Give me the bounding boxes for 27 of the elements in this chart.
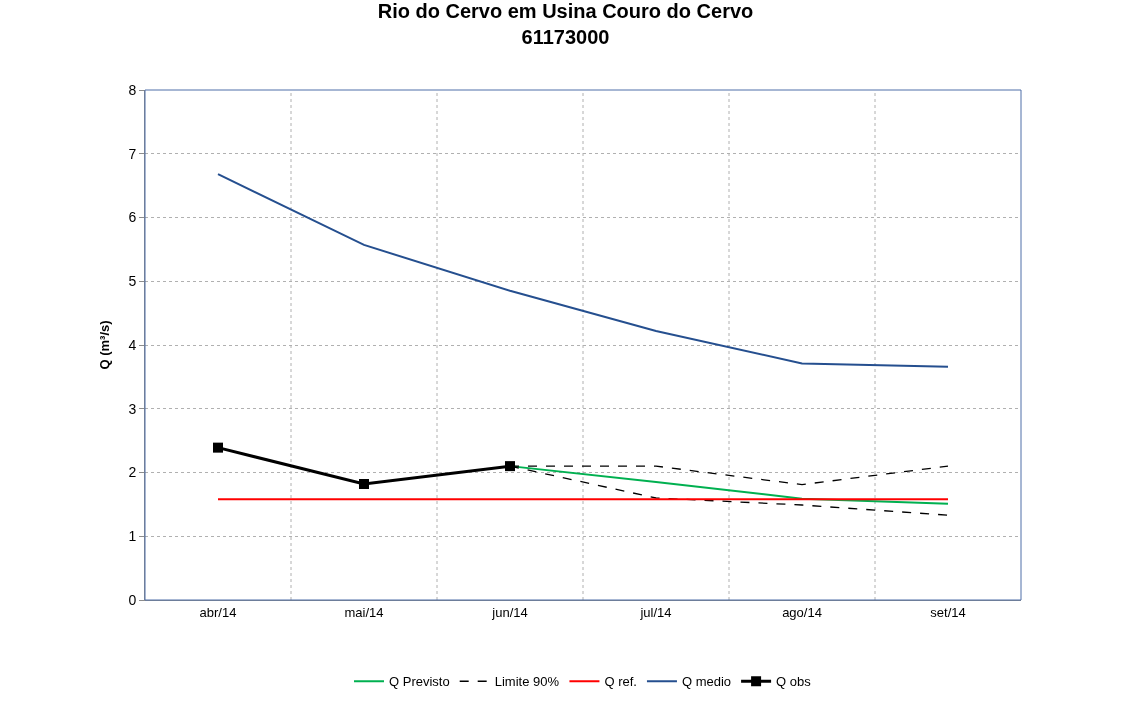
point [213, 442, 223, 453]
x-tick-label: ago/14 [782, 604, 822, 620]
legend-label: Q Previsto [389, 674, 450, 690]
x-tick-label: mai/14 [344, 604, 384, 620]
point [359, 478, 369, 489]
line-series [217, 173, 949, 368]
legend-label: Q ref. [604, 674, 637, 690]
y-tick-label: 5 [128, 273, 137, 290]
y-tick-label: 7 [128, 145, 137, 162]
legend-label: Q medio [681, 674, 732, 690]
x-tick-label: jun/14 [491, 604, 528, 620]
chart-title: Rio do Cervo em Usina Couro do Cervo [377, 0, 754, 22]
y-axis-title: Q (m³/s) [97, 320, 112, 370]
x-tick-label: set/14 [930, 604, 966, 620]
legend-label: Q obs [776, 674, 812, 690]
y-tick-label: 6 [128, 209, 137, 226]
point [505, 461, 515, 472]
x-tick-label: abr/14 [199, 604, 237, 620]
x-tick-label: jul/14 [639, 604, 672, 620]
y-tick-label: 0 [128, 591, 137, 608]
y-tick-label: 2 [128, 464, 137, 481]
y-tick-label: 1 [128, 528, 137, 545]
y-tick-label: 3 [128, 400, 137, 417]
legend-label: Limite 90% [494, 674, 560, 690]
chart-subtitle: 61173000 [521, 25, 610, 48]
y-tick-label: 4 [128, 336, 137, 353]
y-tick-label: 8 [128, 81, 137, 98]
